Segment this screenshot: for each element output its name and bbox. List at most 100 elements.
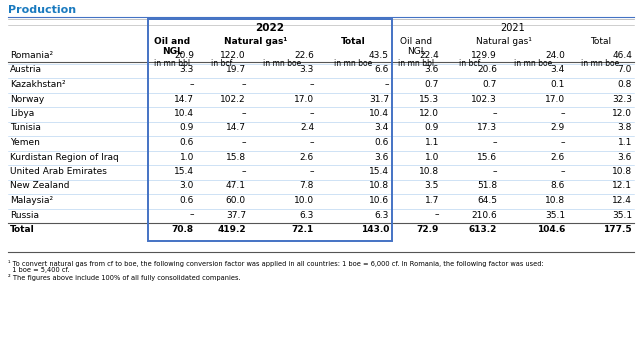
Text: 2021: 2021	[500, 23, 525, 33]
Text: 7.0: 7.0	[618, 66, 632, 75]
Text: 72.1: 72.1	[292, 225, 314, 234]
Text: 7.8: 7.8	[300, 181, 314, 190]
Text: 10.0: 10.0	[294, 196, 314, 205]
Text: Yemen: Yemen	[10, 138, 40, 147]
Text: –: –	[435, 211, 439, 220]
Text: 6.3: 6.3	[300, 211, 314, 220]
Text: 102.3: 102.3	[471, 94, 497, 104]
Text: –: –	[561, 138, 565, 147]
Text: –: –	[310, 109, 314, 118]
Text: 2.4: 2.4	[300, 123, 314, 132]
Text: 10.8: 10.8	[419, 167, 439, 176]
Text: 1.0: 1.0	[180, 153, 194, 162]
Text: in mn bbl: in mn bbl	[398, 59, 434, 68]
Text: Natural gas¹: Natural gas¹	[476, 37, 532, 46]
Text: ¹ To convert natural gas from cf to boe, the following conversion factor was app: ¹ To convert natural gas from cf to boe,…	[8, 260, 544, 267]
Text: 14.7: 14.7	[226, 123, 246, 132]
Text: Malaysia²: Malaysia²	[10, 196, 53, 205]
Text: Kazakhstan²: Kazakhstan²	[10, 80, 66, 89]
Text: Natural gas¹: Natural gas¹	[225, 37, 287, 46]
Text: 1.1: 1.1	[618, 138, 632, 147]
Text: 0.7: 0.7	[483, 80, 497, 89]
Text: –: –	[189, 80, 194, 89]
Text: –: –	[310, 138, 314, 147]
Text: 47.1: 47.1	[226, 181, 246, 190]
Text: in mn bbl: in mn bbl	[154, 59, 191, 68]
Bar	[148, 19, 392, 240]
Text: Oil and
NGL: Oil and NGL	[154, 37, 191, 57]
Text: 24.0: 24.0	[545, 51, 565, 60]
Text: in mn boe: in mn boe	[263, 59, 301, 68]
Text: 22.6: 22.6	[294, 51, 314, 60]
Text: 129.9: 129.9	[471, 51, 497, 60]
Text: ² The figures above include 100% of all fully consolidated companies.: ² The figures above include 100% of all …	[8, 274, 241, 281]
Text: 15.8: 15.8	[226, 153, 246, 162]
Text: Kurdistan Region of Iraq: Kurdistan Region of Iraq	[10, 153, 119, 162]
Text: 3.3: 3.3	[180, 66, 194, 75]
Text: 0.8: 0.8	[618, 80, 632, 89]
Text: 143.0: 143.0	[360, 225, 389, 234]
Text: 22.4: 22.4	[419, 51, 439, 60]
Text: 70.8: 70.8	[172, 225, 194, 234]
Text: –: –	[189, 211, 194, 220]
Text: 3.0: 3.0	[180, 181, 194, 190]
Text: 37.7: 37.7	[226, 211, 246, 220]
Text: 3.4: 3.4	[375, 123, 389, 132]
Text: 0.9: 0.9	[180, 123, 194, 132]
Text: 3.3: 3.3	[300, 66, 314, 75]
Text: –: –	[241, 109, 246, 118]
Text: 31.7: 31.7	[369, 94, 389, 104]
Text: –: –	[561, 109, 565, 118]
Text: 12.0: 12.0	[612, 109, 632, 118]
Text: 15.6: 15.6	[477, 153, 497, 162]
Text: 10.8: 10.8	[545, 196, 565, 205]
Text: 17.3: 17.3	[477, 123, 497, 132]
Text: 60.0: 60.0	[226, 196, 246, 205]
Text: 0.6: 0.6	[180, 196, 194, 205]
Text: 12.0: 12.0	[419, 109, 439, 118]
Text: –: –	[493, 138, 497, 147]
Text: –: –	[310, 80, 314, 89]
Text: 1.0: 1.0	[424, 153, 439, 162]
Text: 15.3: 15.3	[419, 94, 439, 104]
Text: 6.6: 6.6	[374, 66, 389, 75]
Text: 0.9: 0.9	[424, 123, 439, 132]
Text: 51.8: 51.8	[477, 181, 497, 190]
Text: 2.6: 2.6	[300, 153, 314, 162]
Text: 12.1: 12.1	[612, 181, 632, 190]
Text: 14.7: 14.7	[174, 94, 194, 104]
Text: 1.1: 1.1	[424, 138, 439, 147]
Text: 0.1: 0.1	[550, 80, 565, 89]
Text: 20.9: 20.9	[174, 51, 194, 60]
Text: 46.4: 46.4	[612, 51, 632, 60]
Text: –: –	[241, 138, 246, 147]
Text: 0.6: 0.6	[374, 138, 389, 147]
Text: 3.4: 3.4	[551, 66, 565, 75]
Text: 35.1: 35.1	[612, 211, 632, 220]
Text: 3.6: 3.6	[374, 153, 389, 162]
Text: –: –	[385, 80, 389, 89]
Text: Russia: Russia	[10, 211, 39, 220]
Text: 104.6: 104.6	[536, 225, 565, 234]
Text: 10.6: 10.6	[369, 196, 389, 205]
Text: in bcf: in bcf	[211, 59, 232, 68]
Text: 0.6: 0.6	[180, 138, 194, 147]
Text: Austria: Austria	[10, 66, 42, 75]
Text: 20.6: 20.6	[477, 66, 497, 75]
Text: Libya: Libya	[10, 109, 35, 118]
Text: 6.3: 6.3	[374, 211, 389, 220]
Text: –: –	[241, 80, 246, 89]
Text: Total: Total	[590, 37, 611, 46]
Text: 19.7: 19.7	[226, 66, 246, 75]
Text: 2.9: 2.9	[551, 123, 565, 132]
Text: 613.2: 613.2	[468, 225, 497, 234]
Text: –: –	[310, 167, 314, 176]
Text: Tunisia: Tunisia	[10, 123, 41, 132]
Text: 17.0: 17.0	[294, 94, 314, 104]
Text: 2022: 2022	[255, 23, 285, 33]
Text: 210.6: 210.6	[471, 211, 497, 220]
Text: in mn boe: in mn boe	[581, 59, 620, 68]
Text: 177.5: 177.5	[604, 225, 632, 234]
Text: 43.5: 43.5	[369, 51, 389, 60]
Text: 2.6: 2.6	[551, 153, 565, 162]
